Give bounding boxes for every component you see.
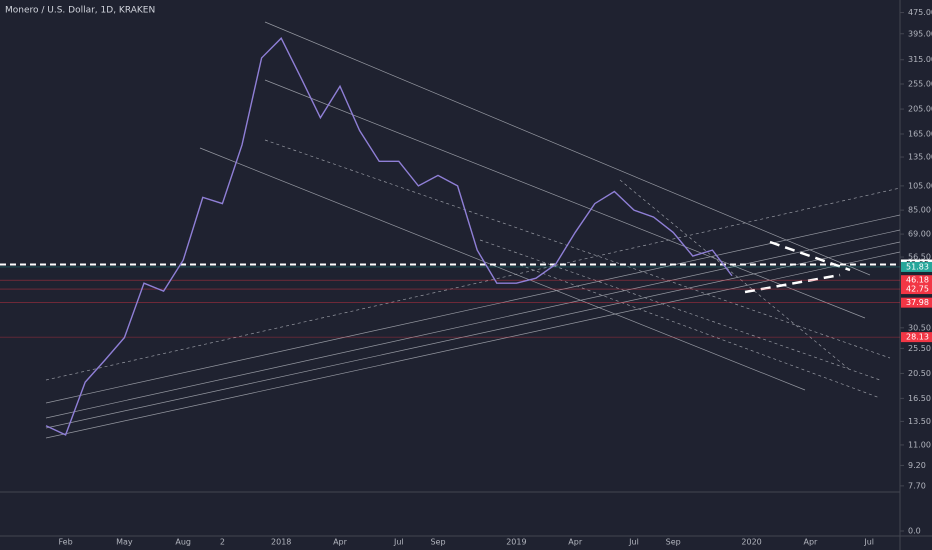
projection — [769, 240, 851, 272]
y-tick-label: 25.50 — [908, 344, 931, 353]
chart-title: Monero / U.S. Dollar, 1D, KRAKEN — [5, 6, 155, 16]
price-label-box — [901, 332, 932, 343]
y-tick-label: 475.00 — [908, 8, 932, 17]
y-tick-label: 255.00 — [908, 80, 932, 89]
y-tick-label: 0.0 — [908, 527, 921, 536]
y-tick-label: 85.00 — [908, 206, 931, 215]
x-tick-label: Sep — [666, 538, 681, 547]
y-tick-label: 69.00 — [908, 230, 931, 239]
x-tick-label: Sep — [430, 538, 445, 547]
y-tick-label: 16.50 — [908, 394, 931, 403]
price-label-box — [901, 297, 932, 308]
y-tick-label: 205.00 — [908, 105, 932, 114]
y-tick-label: 165.00 — [908, 129, 932, 138]
price-label-box — [901, 275, 932, 286]
y-tick-label: 7.70 — [908, 481, 926, 490]
y-tick-label: 30.50 — [908, 323, 931, 332]
x-tick-label: May — [116, 538, 133, 547]
price-line-series — [45, 37, 733, 436]
price-label: 28.13 — [906, 333, 929, 342]
x-tick-label: 2 — [220, 538, 225, 547]
y-tick-label: 20.50 — [908, 369, 931, 378]
x-tick-label: Apr — [333, 538, 348, 547]
x-tick-label: Apr — [803, 538, 818, 547]
x-tick-label: Feb — [59, 538, 73, 547]
y-tick-label: 315.00 — [908, 55, 932, 64]
price-label: 46.18 — [906, 276, 929, 285]
drawings — [45, 21, 901, 439]
y-tick-label: 9.20 — [908, 461, 926, 470]
x-tick-label: Jul — [628, 538, 639, 547]
price-label: 42.75 — [906, 285, 929, 294]
price-label: 37.98 — [906, 298, 929, 307]
x-tick-label: 2018 — [271, 538, 291, 547]
x-tick-label: Jul — [393, 538, 404, 547]
x-tick-label: 2019 — [506, 538, 526, 547]
price-label-box — [901, 261, 932, 272]
x-tick-label: Aug — [175, 538, 191, 547]
x-tick-label: 2020 — [741, 538, 761, 547]
y-tick-label: 105.00 — [908, 181, 932, 190]
x-tick-label: Apr — [568, 538, 583, 547]
price-label: 51.83 — [906, 262, 929, 271]
x-tick-label: Jul — [863, 538, 874, 547]
price-label-box — [901, 284, 932, 295]
y-tick-label: 13.50 — [908, 417, 931, 426]
y-tick-label: 135.00 — [908, 153, 932, 162]
y-tick-label: 11.00 — [908, 440, 931, 449]
y-tick-label: 395.00 — [908, 29, 932, 38]
y-tick-label: 56.50 — [908, 253, 931, 262]
